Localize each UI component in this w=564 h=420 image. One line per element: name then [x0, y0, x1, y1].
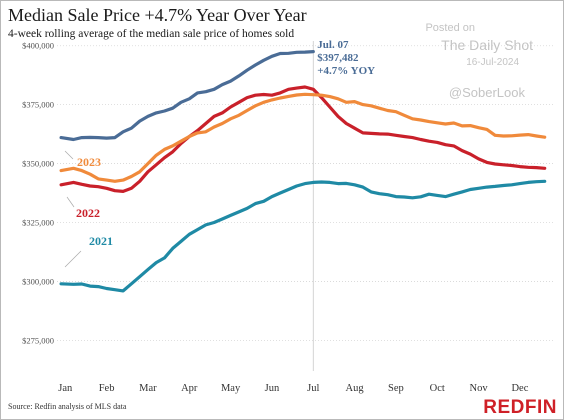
callout-line-3: +4.7% YOY [317, 65, 375, 77]
y-tick-label: $325,000 [22, 218, 54, 228]
leader-line-2022 [66, 196, 75, 208]
x-tick-label: Oct [430, 383, 445, 394]
series-line-2021 [59, 179, 547, 293]
y-tick-label: $275,000 [22, 335, 54, 345]
watermark-handle: @SoberLook [448, 85, 525, 100]
series-label-2023: 2023 [77, 155, 101, 169]
x-tick-label: Nov [470, 383, 489, 394]
watermark-posted-on: Posted on [425, 22, 475, 34]
chart-title: Median Sale Price +4.7% Year Over Year [8, 5, 307, 25]
x-tick-label: Aug [346, 383, 365, 394]
y-tick-label: $300,000 [22, 276, 54, 286]
y-tick-label: $350,000 [22, 159, 54, 169]
series-line-2023 [59, 92, 547, 183]
x-tick-label: May [221, 383, 241, 394]
x-tick-label: Feb [99, 383, 115, 394]
source-note: Source: Redfin analysis of MLS data [8, 402, 127, 411]
series-label-2022: 2022 [76, 206, 100, 220]
y-tick-label: $375,000 [22, 100, 54, 110]
x-tick-label: Sep [388, 383, 404, 394]
watermark-date: 16-Jul-2024 [466, 57, 519, 68]
chart-subtitle: 4-week rolling average of the median sal… [8, 28, 295, 40]
series-line-2022 [59, 85, 547, 193]
series-line-2024 [59, 50, 315, 142]
leader-line-2021 [64, 250, 82, 268]
x-tick-label: Jul [307, 383, 319, 394]
callout-line-2: $397,482 [317, 52, 359, 64]
y-tick-label: $400,000 [22, 41, 54, 51]
callout-line-1: Jul. 07 [317, 39, 349, 51]
x-tick-label: Jun [265, 383, 280, 394]
leader-line-2023 [64, 150, 74, 160]
series-label-2021: 2021 [89, 234, 113, 248]
watermark-source: The Daily Shot [441, 37, 533, 53]
x-tick-label: Jan [58, 383, 73, 394]
x-tick-label: Dec [511, 383, 528, 394]
x-tick-label: Mar [139, 383, 157, 394]
redfin-logo: REDFIN [483, 397, 557, 418]
x-tick-label: Apr [181, 383, 198, 394]
